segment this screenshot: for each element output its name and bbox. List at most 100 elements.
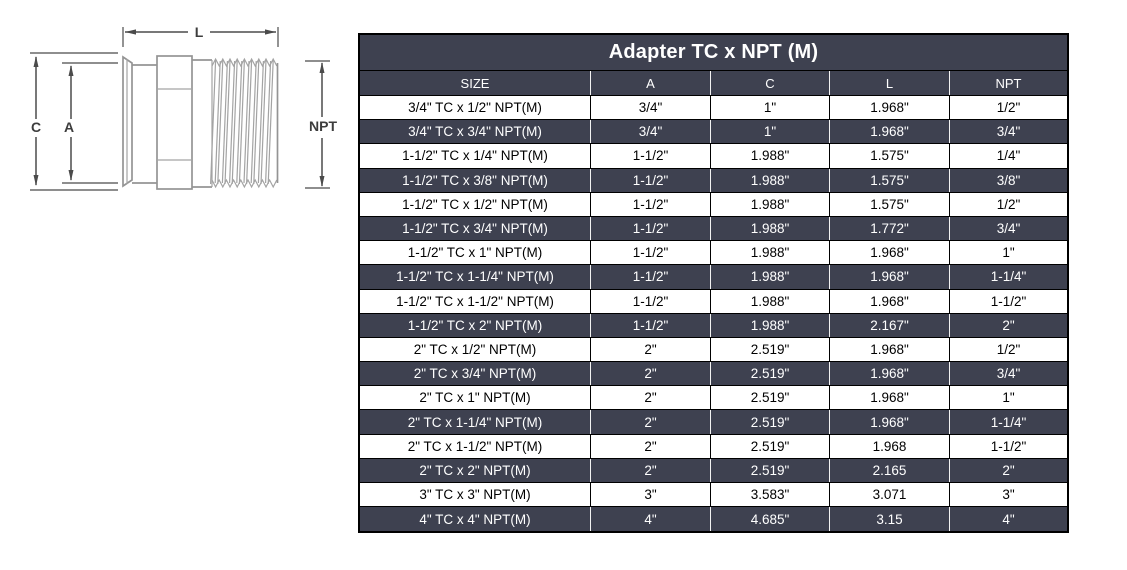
adapter-diagram-svg: L C A: [30, 24, 337, 191]
cell-c: 2.519": [710, 458, 829, 482]
cell-npt: 1-1/4": [949, 410, 1067, 434]
table-title: Adapter TC x NPT (M): [360, 35, 1067, 71]
cell-npt: 1-1/4": [949, 265, 1067, 289]
cell-c: 1.988": [710, 313, 829, 337]
cell-a: 2": [590, 362, 710, 386]
cell-size: 3" TC x 3" NPT(M): [419, 487, 531, 503]
dimension-NPT: NPT: [305, 60, 337, 189]
cell-size: 1-1/2" TC x 3/8" NPT(M): [402, 172, 548, 188]
cell-a: 2": [590, 434, 710, 458]
cell-c: 2.519": [710, 362, 829, 386]
cell-a: 3": [590, 483, 710, 507]
adapter-spec-table: Adapter TC x NPT (M) SIZE A C L NPT 3/4"…: [358, 33, 1069, 534]
cell-c: 1": [710, 96, 829, 120]
cell-a: 1-1/2": [590, 265, 710, 289]
column-header-size: SIZE: [460, 75, 490, 91]
table-row: 1-1/2" TC x 1-1/2" NPT(M) 1-1/2" 1.988" 1.9…: [360, 289, 1067, 314]
cell-l: 1.575": [829, 144, 949, 168]
table-row: 1-1/2" TC x 1" NPT(M) 1-1/2" 1.988" 1.968" 1…: [360, 241, 1067, 266]
cell-size: 1-1/2" TC x 1/4" NPT(M): [402, 148, 548, 164]
table-row: 1-1/2" TC x 1/4" NPT(M) 1-1/2" 1.988" 1.575…: [360, 144, 1067, 169]
cell-l: 1.968": [829, 265, 949, 289]
ferrule-outline: [122, 55, 133, 188]
cell-l: 2.167": [829, 313, 949, 337]
cell-c: 4.685": [710, 507, 829, 532]
cell-npt: 3/4": [949, 216, 1067, 241]
cell-npt: 1/2": [949, 192, 1067, 216]
cell-size: 1-1/2" TC x 2" NPT(M): [407, 317, 543, 333]
technical-drawing: L C A: [0, 0, 360, 230]
cell-size: 2" TC x 1" NPT(M): [419, 390, 531, 406]
table-row: 1-1/2" TC x 1-1/4" NPT(M) 1-1/2" 1.988" 1.9…: [360, 265, 1067, 290]
hex-body-outline: [156, 55, 193, 190]
cell-size: 3/4" TC x 3/4" NPT(M): [408, 124, 542, 140]
cell-npt: 3/4": [949, 362, 1067, 386]
cell-c: 1.988": [710, 144, 829, 168]
cell-size: 1-1/2" TC x 1/2" NPT(M): [402, 196, 548, 212]
cell-npt: 1-1/2": [949, 289, 1067, 313]
cell-a: 4": [590, 507, 710, 532]
cell-l: 3.15: [829, 507, 949, 532]
neck-outline: [132, 64, 157, 184]
cell-a: 3/4": [590, 96, 710, 120]
label-NPT: NPT: [309, 118, 337, 134]
table-row: 2" TC x 1/2" NPT(M) 2" 2.519" 1.968" 1/2": [360, 337, 1067, 363]
cell-a: 2": [590, 337, 710, 362]
cell-l: 1.968: [829, 434, 949, 458]
cell-c: 1.988": [710, 192, 829, 216]
dimension-C: C: [30, 52, 118, 191]
table-row: 3/4" TC x 3/4" NPT(M) 3/4" 1" 1.968" 3/4": [360, 120, 1067, 145]
cell-a: 1-1/2": [590, 192, 710, 216]
cell-l: 1.968": [829, 362, 949, 386]
cell-l: 1.575": [829, 168, 949, 192]
cell-size: 1-1/2" TC x 1-1/2" NPT(M): [396, 293, 554, 309]
cell-npt: 4": [949, 507, 1067, 532]
cell-npt: 1": [949, 386, 1067, 410]
table-row: 1-1/2" TC x 3/8" NPT(M) 1-1/2" 1.988" 1.575…: [360, 168, 1067, 193]
cell-a: 2": [590, 458, 710, 482]
cell-npt: 1": [949, 241, 1067, 265]
label-L: L: [195, 24, 204, 40]
cell-a: 1-1/2": [590, 168, 710, 192]
cell-l: 2.165: [829, 458, 949, 482]
cell-size: 2" TC x 2" NPT(M): [419, 462, 531, 478]
cell-a: 2": [590, 410, 710, 434]
cell-l: 3.071: [829, 483, 949, 507]
table-row: 2" TC x 3/4" NPT(M) 2" 2.519" 1.968" 3/4": [360, 362, 1067, 387]
cell-size: 1-1/2" TC x 1-1/4" NPT(M): [396, 269, 554, 285]
cell-npt: 3/8": [949, 168, 1067, 192]
cell-size: 1-1/2" TC x 3/4" NPT(M): [402, 221, 548, 237]
label-C: C: [31, 119, 41, 135]
cell-npt: 1/4": [949, 144, 1067, 168]
cell-c: 3.583": [710, 483, 829, 507]
cell-npt: 2": [949, 458, 1067, 482]
cell-npt: 3/4": [949, 120, 1067, 144]
table-row: 3" TC x 3" NPT(M) 3" 3.583" 3.071 3": [360, 483, 1067, 508]
cell-c: 1.988": [710, 289, 829, 313]
cell-a: 2": [590, 386, 710, 410]
cell-npt: 1-1/2": [949, 434, 1067, 458]
cell-c: 1.988": [710, 168, 829, 192]
table-row: 2" TC x 1-1/2" NPT(M) 2" 2.519" 1.968 1-1/2": [360, 434, 1067, 459]
cell-c: 2.519": [710, 434, 829, 458]
cell-l: 1.968": [829, 120, 949, 144]
cell-size: 4" TC x 4" NPT(M): [419, 511, 531, 527]
table-row: 1-1/2" TC x 1/2" NPT(M) 1-1/2" 1.988" 1.575…: [360, 192, 1067, 217]
cell-c: 2.519": [710, 337, 829, 362]
label-A: A: [64, 119, 74, 135]
dimension-A: A: [62, 62, 118, 184]
table-header-row: SIZE A C L NPT: [360, 71, 1067, 96]
cell-l: 1.968": [829, 386, 949, 410]
cell-size: 2" TC x 1-1/2" NPT(M): [407, 438, 543, 454]
cell-l: 1.968": [829, 96, 949, 120]
cell-l: 1.968": [829, 410, 949, 434]
cell-c: 1": [710, 120, 829, 144]
column-header-npt: NPT: [949, 71, 1067, 95]
dimension-L: L: [122, 24, 279, 47]
cell-a: 3/4": [590, 120, 710, 144]
table-row: 3/4" TC x 1/2" NPT(M) 3/4" 1" 1.968" 1/2": [360, 96, 1067, 121]
cell-l: 1.968": [829, 337, 949, 362]
cell-l: 1.968": [829, 289, 949, 313]
cell-c: 1.988": [710, 265, 829, 289]
